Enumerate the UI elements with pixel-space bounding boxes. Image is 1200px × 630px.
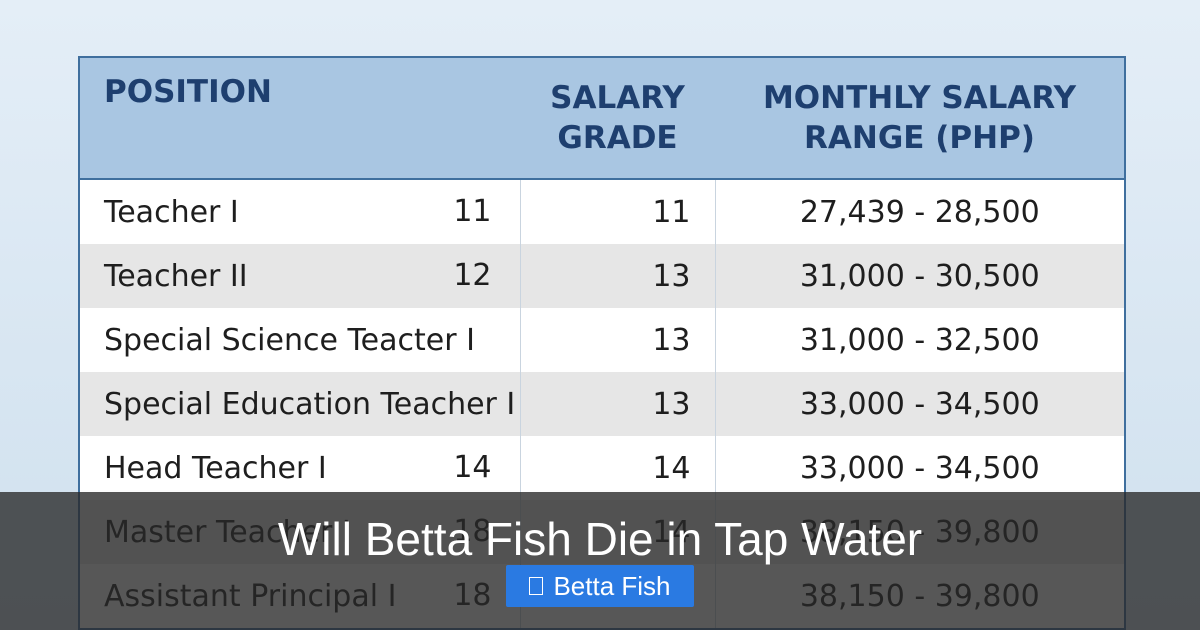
position-cell: Special Science Teacter I [80, 308, 520, 372]
title-overlay [0, 492, 1200, 630]
position-cell: Teacher II 12 [80, 244, 520, 308]
salary-range-cell: 33,000 - 34,500 [714, 436, 1124, 500]
header-position: POSITION [80, 58, 520, 180]
salary-range-cell: 33,000 - 34,500 [714, 372, 1124, 436]
position-cell: Teacher I 11 [80, 179, 520, 244]
position-cell: Special Education Teacher I [80, 372, 520, 436]
table-row: Teacher II 12 13 31,000 - 30,500 [80, 244, 1124, 308]
salary-range-cell: 27,439 - 28,500 [714, 179, 1124, 244]
category-tag[interactable]: Betta Fish [506, 565, 694, 607]
salary-range-cell: 31,000 - 30,500 [714, 244, 1124, 308]
header-monthly-salary-range: MONTHLY SALARY RANGE (PHP) [715, 58, 1124, 180]
header-salary-grade: SALARY GRADE [520, 58, 715, 180]
table-row: Teacher I 11 11 27,439 - 28,500 [80, 179, 1124, 244]
position-label: Special Science Teacter I [104, 322, 475, 358]
stray-grade-value: 14 [453, 450, 492, 485]
table-row: Special Education Teacher I 13 33,000 - 34… [80, 372, 1124, 436]
salary-grade-cell: 13 [519, 244, 715, 308]
stray-grade-value: 12 [453, 258, 492, 293]
salary-grade-cell: 14 [519, 436, 715, 500]
category-tag-label: Betta Fish [553, 570, 671, 601]
position-label: Special Education Teacher I [104, 386, 516, 422]
salary-grade-cell: 13 [519, 308, 715, 372]
salary-grade-cell: 11 [519, 179, 715, 244]
folder-icon [529, 577, 544, 595]
position-cell: Head Teacher I 14 [80, 436, 520, 500]
table-header-row: POSITION SALARY GRADE MONTHLY SALARY RAN… [80, 58, 1124, 180]
salary-range-cell: 31,000 - 32,500 [714, 308, 1124, 372]
table-row: Head Teacher I 14 14 33,000 - 34,500 [80, 436, 1124, 500]
article-title: Will Betta Fish Die in Tap Water [277, 513, 923, 565]
stray-grade-value: 11 [453, 194, 492, 229]
position-label: Teacher I [104, 194, 239, 230]
position-label: Head Teacher I [104, 450, 327, 486]
position-label: Teacher II [104, 258, 248, 294]
table-row: Special Science Teacter I 13 31,000 - 32,5… [80, 308, 1124, 372]
salary-grade-cell: 13 [519, 372, 715, 436]
